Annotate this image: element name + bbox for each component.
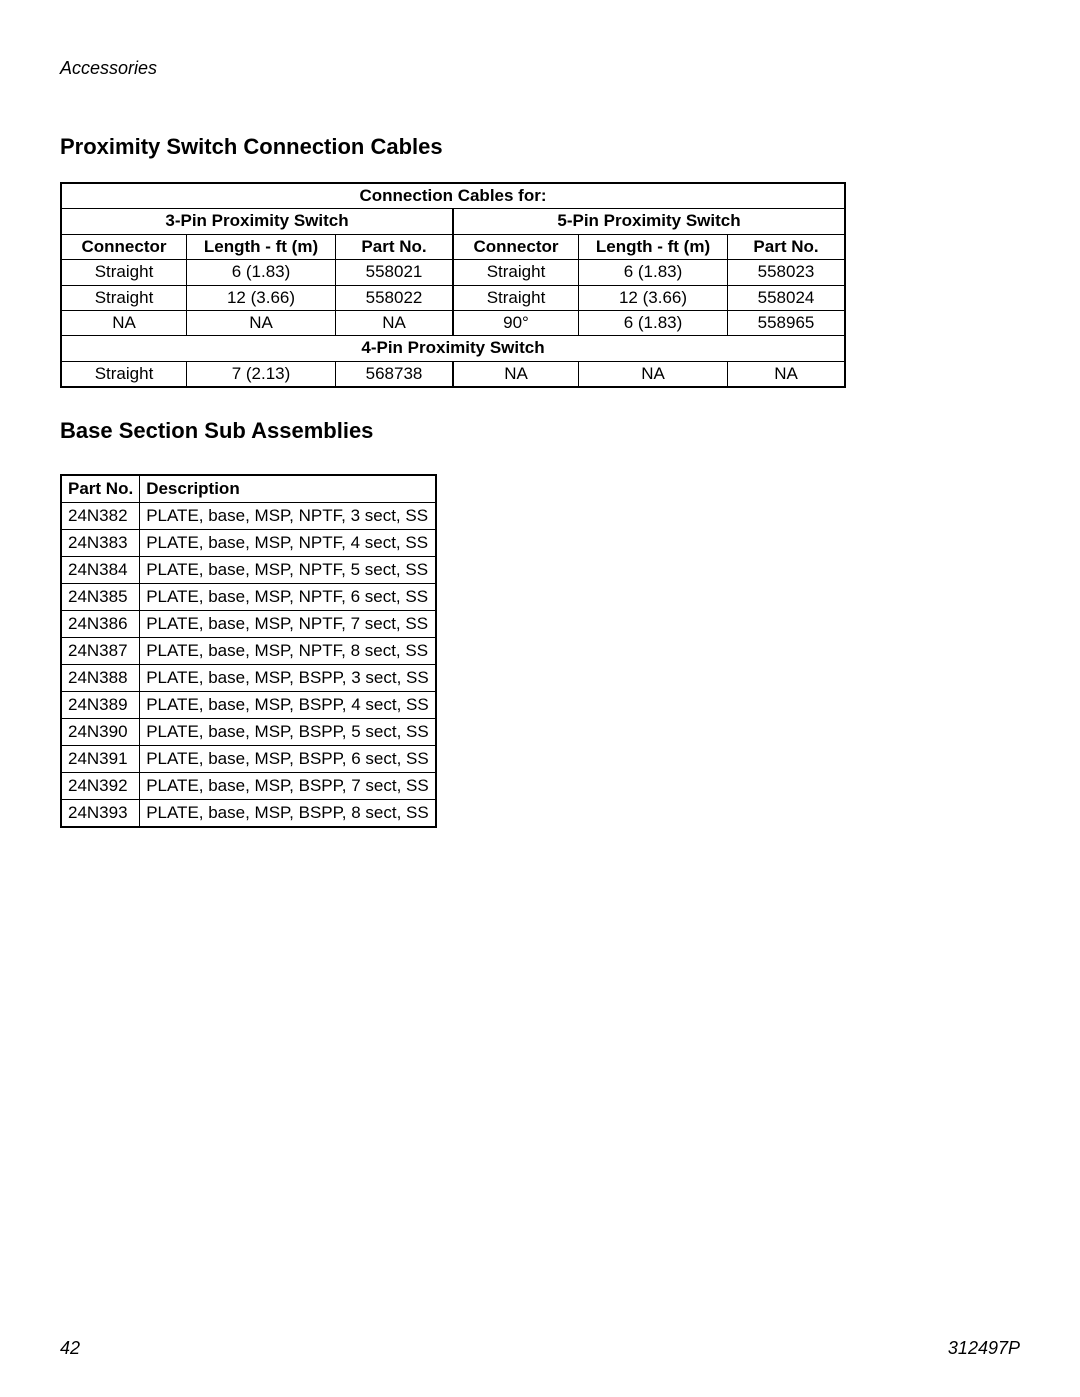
cell: 24N384 (61, 557, 140, 584)
section2-title: Base Section Sub Assemblies (60, 418, 1020, 444)
cell: 24N390 (61, 719, 140, 746)
table-row: 24N387PLATE, base, MSP, NPTF, 8 sect, SS (61, 638, 436, 665)
col-partno: Part No. (61, 475, 140, 503)
cell: 12 (3.66) (187, 285, 336, 310)
cell: NA (579, 361, 728, 387)
cell: 24N385 (61, 584, 140, 611)
table-row: 24N390PLATE, base, MSP, BSPP, 5 sect, SS (61, 719, 436, 746)
cell: PLATE, base, MSP, BSPP, 8 sect, SS (140, 800, 436, 828)
cell: 24N383 (61, 530, 140, 557)
connection-cables-table: Connection Cables for: 3-Pin Proximity S… (60, 182, 846, 388)
cell: NA (187, 310, 336, 335)
cell: PLATE, base, MSP, BSPP, 5 sect, SS (140, 719, 436, 746)
cell: PLATE, base, MSP, NPTF, 4 sect, SS (140, 530, 436, 557)
table-row: 24N386PLATE, base, MSP, NPTF, 7 sect, SS (61, 611, 436, 638)
cables-mid-header: 4-Pin Proximity Switch (61, 336, 845, 361)
cell: PLATE, base, MSP, NPTF, 7 sect, SS (140, 611, 436, 638)
cell: 558965 (728, 310, 846, 335)
table-row: 24N389PLATE, base, MSP, BSPP, 4 sect, SS (61, 692, 436, 719)
col-description: Description (140, 475, 436, 503)
table-row: 24N383PLATE, base, MSP, NPTF, 4 sect, SS (61, 530, 436, 557)
cell: Straight (453, 260, 579, 285)
cell: 6 (1.83) (579, 310, 728, 335)
col-length-a: Length - ft (m) (187, 234, 336, 259)
cell: 558022 (336, 285, 454, 310)
cell: NA (336, 310, 454, 335)
cell: 6 (1.83) (187, 260, 336, 285)
cables-group-a-header: 3-Pin Proximity Switch (61, 209, 453, 234)
table-row: NA NA NA 90° 6 (1.83) 558965 (61, 310, 845, 335)
cell: 90° (453, 310, 579, 335)
table-row: 3-Pin Proximity Switch 5-Pin Proximity S… (61, 209, 845, 234)
table-row: Connection Cables for: (61, 183, 845, 209)
cell: PLATE, base, MSP, NPTF, 5 sect, SS (140, 557, 436, 584)
table-row: 4-Pin Proximity Switch (61, 336, 845, 361)
cell: PLATE, base, MSP, BSPP, 4 sect, SS (140, 692, 436, 719)
cell: PLATE, base, MSP, NPTF, 6 sect, SS (140, 584, 436, 611)
footer: 42 312497P (60, 1338, 1020, 1359)
table-row: Connector Length - ft (m) Part No. Conne… (61, 234, 845, 259)
cell: 7 (2.13) (187, 361, 336, 387)
table-row: 24N382PLATE, base, MSP, NPTF, 3 sect, SS (61, 503, 436, 530)
table-row: 24N392PLATE, base, MSP, BSPP, 7 sect, SS (61, 773, 436, 800)
cell: NA (61, 310, 187, 335)
cell: 568738 (336, 361, 454, 387)
table-row: Straight 6 (1.83) 558021 Straight 6 (1.8… (61, 260, 845, 285)
cell: Straight (453, 285, 579, 310)
cell: 24N392 (61, 773, 140, 800)
cell: Straight (61, 260, 187, 285)
table-row: Straight 12 (3.66) 558022 Straight 12 (3… (61, 285, 845, 310)
cables-group-b-header: 5-Pin Proximity Switch (453, 209, 845, 234)
header-category: Accessories (60, 58, 1020, 79)
cell: 6 (1.83) (579, 260, 728, 285)
col-partno-a: Part No. (336, 234, 454, 259)
cell: 24N387 (61, 638, 140, 665)
cell: 558024 (728, 285, 846, 310)
cell: 24N382 (61, 503, 140, 530)
cell: Straight (61, 361, 187, 387)
table-row: 24N385PLATE, base, MSP, NPTF, 6 sect, SS (61, 584, 436, 611)
cell: PLATE, base, MSP, BSPP, 3 sect, SS (140, 665, 436, 692)
table-row: 24N391PLATE, base, MSP, BSPP, 6 sect, SS (61, 746, 436, 773)
table-row: Part No. Description (61, 475, 436, 503)
cell: 24N393 (61, 800, 140, 828)
cell: 558021 (336, 260, 454, 285)
doc-number: 312497P (948, 1338, 1020, 1359)
cell: PLATE, base, MSP, BSPP, 6 sect, SS (140, 746, 436, 773)
cell: NA (728, 361, 846, 387)
base-section-assemblies-table: Part No. Description 24N382PLATE, base, … (60, 474, 437, 828)
cell: 24N391 (61, 746, 140, 773)
table-row: Straight 7 (2.13) 568738 NA NA NA (61, 361, 845, 387)
cell: 558023 (728, 260, 846, 285)
cell: 24N386 (61, 611, 140, 638)
table-row: 24N384PLATE, base, MSP, NPTF, 5 sect, SS (61, 557, 436, 584)
cell: 12 (3.66) (579, 285, 728, 310)
page-number: 42 (60, 1338, 80, 1359)
table-row: 24N393PLATE, base, MSP, BSPP, 8 sect, SS (61, 800, 436, 828)
table-row: 24N388PLATE, base, MSP, BSPP, 3 sect, SS (61, 665, 436, 692)
cell: Straight (61, 285, 187, 310)
cell: PLATE, base, MSP, NPTF, 3 sect, SS (140, 503, 436, 530)
cell: PLATE, base, MSP, NPTF, 8 sect, SS (140, 638, 436, 665)
cables-super-header: Connection Cables for: (61, 183, 845, 209)
col-connector-a: Connector (61, 234, 187, 259)
col-partno-b: Part No. (728, 234, 846, 259)
cell: NA (453, 361, 579, 387)
section1-title: Proximity Switch Connection Cables (60, 134, 1020, 160)
cell: 24N389 (61, 692, 140, 719)
cell: PLATE, base, MSP, BSPP, 7 sect, SS (140, 773, 436, 800)
col-length-b: Length - ft (m) (579, 234, 728, 259)
cell: 24N388 (61, 665, 140, 692)
page: Accessories Proximity Switch Connection … (0, 0, 1080, 1397)
col-connector-b: Connector (453, 234, 579, 259)
